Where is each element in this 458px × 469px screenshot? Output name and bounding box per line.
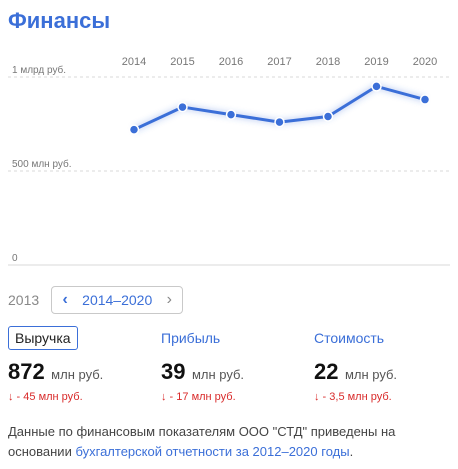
metric-unit: млн руб. bbox=[51, 367, 104, 382]
note-end: . bbox=[349, 444, 354, 459]
period-range-label: 2014–2020 bbox=[82, 292, 153, 308]
metric-value: 22 bbox=[314, 359, 339, 384]
metric-delta: ↓ - 17 млн руб. bbox=[161, 391, 236, 403]
metrics-panel: Выручка 872 млн руб. ↓ - 45 млн руб. При… bbox=[8, 326, 448, 408]
metric-value-row: 872 млн руб. bbox=[8, 359, 103, 385]
metric-value: 872 bbox=[8, 359, 45, 384]
data-point bbox=[419, 94, 431, 105]
period-range-box: ‹ 2014–2020 › bbox=[51, 286, 184, 314]
metric-value: 39 bbox=[161, 359, 186, 384]
period-selector: 2013 ‹ 2014–2020 › bbox=[8, 286, 184, 314]
x-tick-label: 2015 bbox=[170, 56, 194, 68]
tab-cost[interactable]: Стоимость bbox=[314, 330, 385, 346]
tab-profit[interactable]: Прибыль bbox=[161, 330, 221, 346]
chevron-left-icon[interactable]: ‹ bbox=[62, 291, 68, 308]
x-tick-label: 2018 bbox=[316, 56, 340, 68]
chart-svg: 1 млрд руб. 500 млн руб. 0 2014 2015 2016 2017… bbox=[8, 56, 450, 266]
note-text: Данные по финансовым показателям ООО "СТ… bbox=[8, 424, 396, 459]
x-tick-label: 2014 bbox=[122, 56, 146, 68]
x-tick-label: 2019 bbox=[364, 56, 388, 68]
y-tick-label: 0 bbox=[12, 253, 18, 264]
metric-value-cost: Стоимость 22 млн руб. ↓ - 3,5 млн руб. bbox=[314, 326, 397, 403]
metric-value-row: 39 млн руб. bbox=[161, 359, 244, 385]
data-point bbox=[274, 116, 285, 128]
accounting-report-link[interactable]: бухгалтерской отчетности за 2012–2020 го… bbox=[75, 444, 350, 459]
data-point bbox=[371, 81, 382, 92]
finance-line-chart: 1 млрд руб. 500 млн руб. 0 2014 2015 2016 2017… bbox=[0, 40, 458, 275]
x-tick-label: 2016 bbox=[219, 56, 243, 68]
data-source-note: Данные по финансовым показателям ООО "СТ… bbox=[8, 422, 450, 462]
metric-unit: млн руб. bbox=[191, 367, 245, 382]
metric-value-row: 22 млн руб. bbox=[314, 359, 397, 385]
metric-revenue: Выручка 872 млн руб. ↓ - 45 млн руб. bbox=[8, 326, 103, 403]
previous-year-link[interactable]: 2013 bbox=[8, 292, 40, 308]
data-point bbox=[177, 101, 188, 113]
chevron-right-icon[interactable]: › bbox=[166, 291, 172, 308]
section-title: Финансы bbox=[8, 8, 111, 33]
metric-delta: ↓ - 3,5 млн руб. bbox=[314, 391, 392, 403]
tab-revenue[interactable]: Выручка bbox=[8, 326, 78, 350]
data-point bbox=[225, 109, 237, 120]
x-tick-label: 2017 bbox=[267, 56, 291, 68]
metric-profit: Прибыль 39 млн руб. ↓ - 17 млн руб. bbox=[161, 326, 244, 403]
y-tick-label: 500 млн руб. bbox=[12, 158, 72, 170]
y-tick-label: 1 млрд руб. bbox=[12, 64, 66, 76]
data-point bbox=[322, 111, 334, 122]
x-tick-label: 2020 bbox=[413, 56, 437, 68]
metric-delta: ↓ - 45 млн руб. bbox=[8, 391, 83, 403]
data-point bbox=[128, 124, 140, 135]
metric-unit: млн руб. bbox=[344, 367, 398, 382]
